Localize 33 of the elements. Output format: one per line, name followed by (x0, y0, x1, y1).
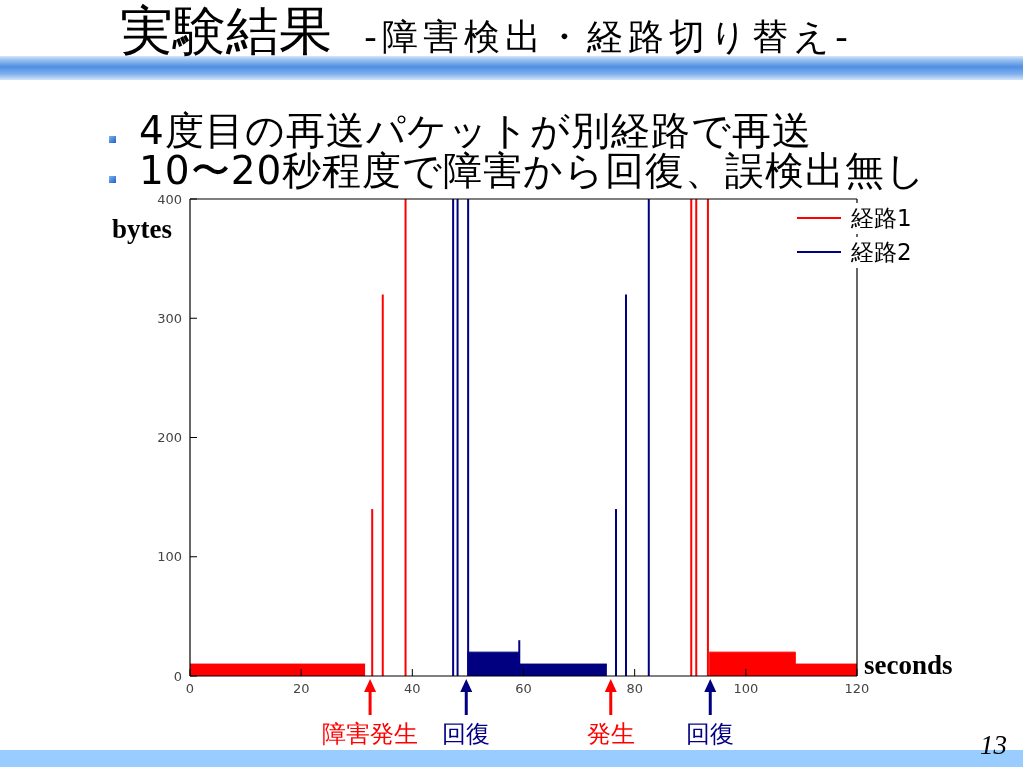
legend-label: 経路2 (851, 238, 912, 265)
annotation: 発生 (586, 720, 635, 748)
y-tick-label: 200 (157, 430, 182, 446)
bar (456, 199, 459, 676)
y-axis-title: bytes (112, 214, 172, 244)
x-tick-label: 0 (185, 681, 195, 697)
x-tick-label: 60 (515, 681, 532, 697)
x-axis-title: seconds (864, 650, 953, 680)
chart-subtitle: -障害検出・経路切り替え- (364, 16, 853, 57)
x-tick-label: 40 (404, 681, 421, 697)
x-tick-label: 100 (733, 681, 759, 697)
bar (404, 199, 407, 676)
chart-title: 実験結果 (120, 0, 332, 61)
annotation: 障害発生 (322, 720, 419, 748)
bar (695, 199, 698, 676)
x-tick-label: 80 (626, 681, 643, 697)
bar (624, 294, 627, 676)
bar (371, 509, 374, 676)
annotation: 回復 (442, 720, 491, 748)
bar (690, 199, 693, 676)
bar (614, 509, 617, 676)
y-tick-label: 300 (157, 310, 182, 326)
y-tick-label: 400 (157, 191, 182, 207)
bar (381, 294, 384, 676)
x-tick-label: 120 (844, 681, 870, 697)
annotation: 回復 (686, 720, 735, 748)
y-tick-label: 0 (173, 668, 182, 684)
bar (647, 199, 650, 676)
legend-label: 経路1 (851, 204, 912, 231)
bar (452, 199, 455, 676)
y-tick-label: 100 (157, 549, 182, 565)
x-tick-label: 20 (292, 681, 310, 697)
text: 13 (980, 730, 1007, 760)
